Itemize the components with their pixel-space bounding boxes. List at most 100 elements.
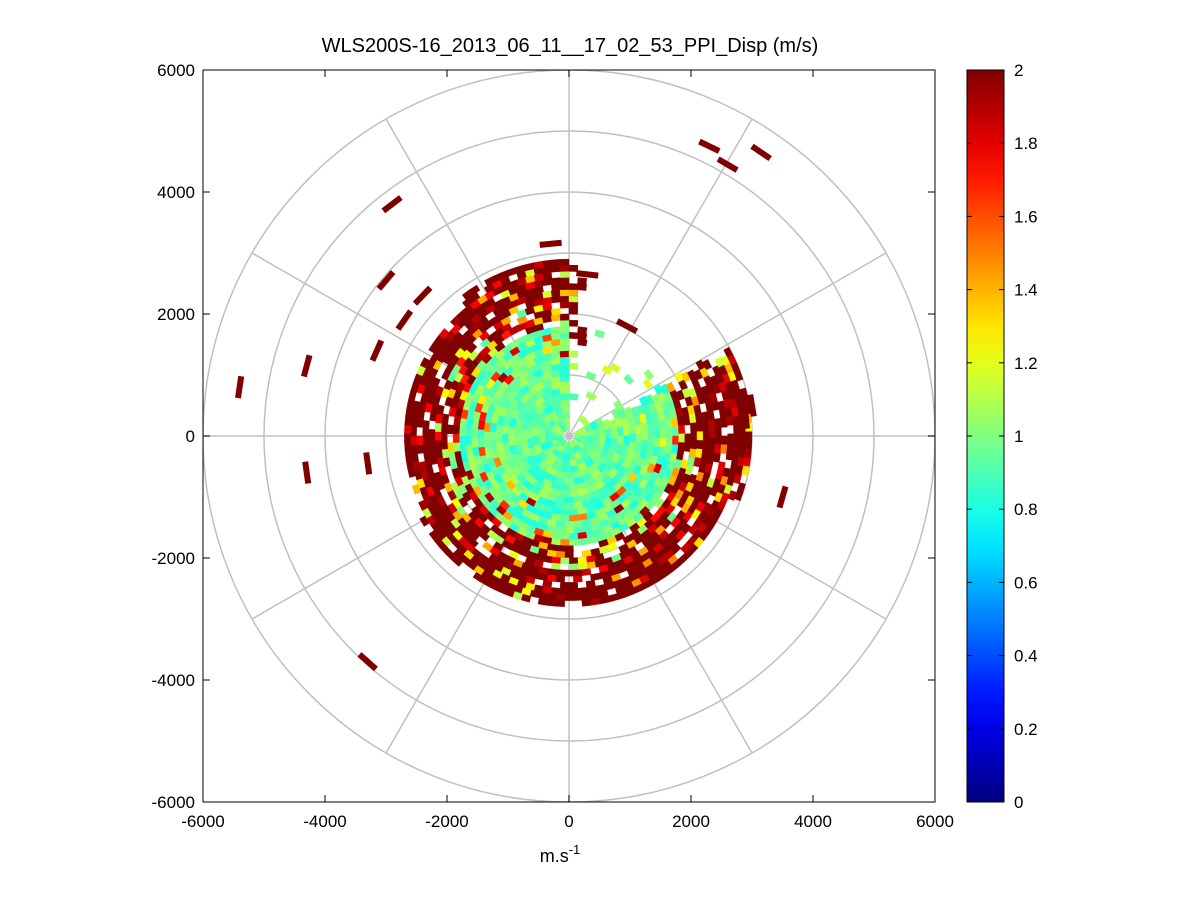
y-tick-label: 6000 [157, 61, 195, 80]
ppi-cell [419, 357, 430, 369]
ppi-cell [568, 332, 579, 340]
ppi-cell [489, 440, 498, 451]
ppi-cell [577, 562, 588, 571]
x-tick-label: -6000 [181, 812, 224, 831]
ppi-cell [683, 442, 692, 452]
outlier-point [716, 156, 739, 173]
ppi-cell [550, 289, 561, 297]
ppi-cell [471, 428, 478, 439]
ppi-cell [696, 431, 704, 441]
ppi-cell [418, 499, 428, 511]
ppi-cell [577, 338, 588, 347]
ppi-cell [573, 526, 583, 534]
ppi-cell [564, 521, 574, 528]
ppi-cell [568, 581, 579, 589]
y-tick-label: -4000 [152, 671, 195, 690]
outlier-point [381, 195, 403, 214]
x-tick-label: 2000 [672, 812, 710, 831]
ppi-cell [559, 301, 570, 309]
ppi-cell [555, 593, 565, 601]
ppi-cell [741, 465, 750, 476]
ppi-cell [577, 326, 588, 334]
ppi-cell [568, 514, 579, 522]
ppi-cell [422, 446, 431, 457]
ppi-cell [428, 437, 436, 448]
ppi-cell [410, 417, 418, 428]
ppi-cell [568, 557, 579, 565]
ppi-cell [739, 431, 746, 441]
ppi-cell [622, 426, 631, 437]
ppi-cell [404, 433, 411, 443]
ppi-cell [513, 435, 522, 446]
outlier-point [300, 354, 313, 378]
ppi-cell [555, 599, 565, 607]
ppi-cell [550, 556, 561, 565]
outlier-point [741, 406, 751, 429]
ppi-cell [573, 569, 583, 577]
ppi-cell [542, 259, 553, 268]
ppi-cell [507, 435, 516, 446]
ppi-cell [701, 446, 710, 457]
ppi-cell [635, 433, 643, 444]
ppi-cell [472, 571, 484, 583]
ppi-cell [684, 433, 692, 444]
outlier-point [747, 394, 757, 417]
ppi-cell [559, 264, 570, 272]
ppi-cell [555, 550, 565, 559]
ppi-cell [604, 428, 612, 439]
ppi-cell [720, 444, 728, 455]
ppi-cell [559, 557, 570, 565]
colorbar-tick-label: 0.4 [1014, 647, 1038, 666]
ppi-cell [738, 448, 746, 459]
ppi-cell [708, 420, 716, 430]
outlier-points [235, 138, 789, 672]
ppi-cell [410, 444, 418, 455]
ppi-cell [577, 538, 588, 546]
ppi-cell [721, 435, 728, 446]
ppi-cell [568, 283, 579, 291]
ppi-cell [477, 419, 486, 430]
ppi-cell [429, 411, 438, 422]
ppi-cell [733, 433, 741, 443]
outlier-point [395, 309, 414, 331]
y-tick-label: 2000 [157, 305, 195, 324]
ppi-cell [559, 289, 570, 297]
ppi-cell [550, 562, 561, 571]
ppi-cell [404, 424, 412, 435]
ppi-cell [537, 597, 548, 606]
ppi-cell [559, 338, 570, 346]
ppi-cell [501, 433, 509, 444]
ppi-cell [559, 295, 570, 303]
ppi-cell [559, 332, 570, 340]
ppi-cell [559, 581, 570, 589]
ppi-cell [568, 362, 579, 370]
colorbar-tick-label: 0 [1014, 793, 1023, 812]
ppi-cell [410, 435, 417, 446]
ppi-cell [577, 277, 588, 285]
x-tick-label: 4000 [794, 812, 832, 831]
ppi-cell [659, 437, 667, 448]
ppi-cell [550, 307, 561, 316]
y-tick-label: 4000 [157, 183, 195, 202]
ppi-cell [452, 433, 460, 443]
ppi-cell [550, 326, 561, 334]
ppi-cell [428, 429, 436, 439]
ppi-cell [469, 284, 481, 296]
ppi-cell [568, 393, 580, 401]
ppi-cell [696, 440, 704, 450]
ppi-cell [568, 539, 579, 547]
ppi-cell [550, 295, 561, 304]
ppi-cell [640, 440, 649, 451]
ppi-cell [577, 587, 588, 595]
ppi-field [404, 258, 753, 607]
ppi-cell [428, 446, 437, 457]
ppi-cell [551, 283, 561, 291]
ppi-cell [590, 597, 601, 606]
ppi-cell [434, 440, 442, 450]
x-tick-label: 6000 [916, 812, 954, 831]
ppi-cell [465, 426, 473, 437]
x-axis-ticks: -6000 -4000 -2000 0 2000 4000 6000 [181, 70, 954, 831]
ppi-cell [559, 588, 570, 595]
ppi-cell [568, 532, 579, 540]
colorbar-tick-label: 1 [1014, 427, 1023, 446]
